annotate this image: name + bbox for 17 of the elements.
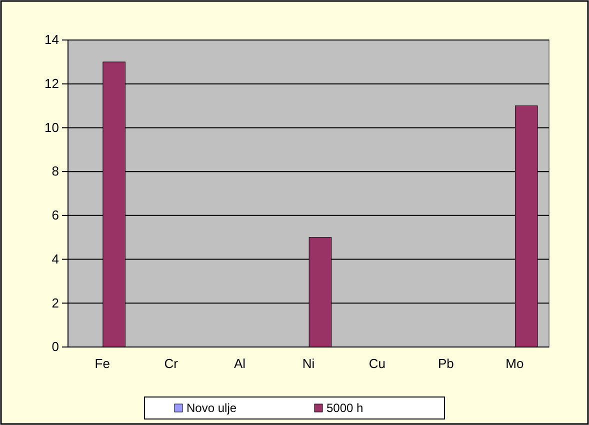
y-tick-label: 4	[52, 251, 59, 266]
legend-label: Novo ulje	[186, 401, 237, 415]
y-tick-label: 2	[52, 295, 59, 310]
x-tick-label: Al	[234, 356, 246, 372]
y-tick-label: 12	[44, 76, 59, 92]
y-tick-label: 8	[52, 164, 59, 179]
y-tick-label: 0	[52, 339, 59, 354]
x-tick-label: Ni	[302, 356, 315, 372]
y-tick-label: 14	[44, 32, 59, 48]
x-tick-label: Mo	[506, 356, 524, 372]
x-tick-label: Fe	[94, 356, 110, 372]
x-tick-label: Pb	[438, 356, 454, 372]
y-tick-label: 6	[52, 208, 59, 223]
x-tick-label: Cu	[368, 356, 386, 372]
y-tick-label: 10	[44, 120, 59, 135]
x-tick-label: Cr	[164, 356, 179, 372]
legend-label: 5000 h	[326, 401, 364, 415]
